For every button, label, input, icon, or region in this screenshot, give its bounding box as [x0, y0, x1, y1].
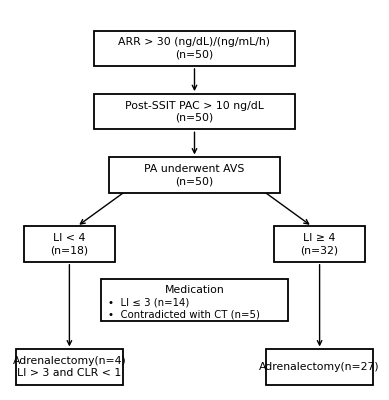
Text: (n=18): (n=18)	[50, 245, 88, 255]
Text: •  LI ≤ 3 (n=14): • LI ≤ 3 (n=14)	[108, 298, 189, 308]
FancyBboxPatch shape	[94, 94, 295, 129]
FancyBboxPatch shape	[16, 349, 123, 385]
Text: LI > 3 and CLR < 1: LI > 3 and CLR < 1	[17, 368, 121, 378]
FancyBboxPatch shape	[24, 226, 115, 262]
Text: Adrenalectomy(n=4): Adrenalectomy(n=4)	[12, 356, 126, 366]
Text: (n=50): (n=50)	[175, 50, 214, 60]
Text: Medication: Medication	[165, 285, 224, 295]
FancyBboxPatch shape	[274, 226, 365, 262]
Text: (n=50): (n=50)	[175, 113, 214, 123]
FancyBboxPatch shape	[266, 349, 373, 385]
Text: LI < 4: LI < 4	[53, 233, 86, 243]
FancyBboxPatch shape	[94, 31, 295, 66]
Text: LI ≥ 4: LI ≥ 4	[303, 233, 336, 243]
Text: ARR > 30 (ng/dL)/(ng/mL/h): ARR > 30 (ng/dL)/(ng/mL/h)	[119, 37, 270, 47]
Text: Adrenalectomy(n=27): Adrenalectomy(n=27)	[259, 362, 380, 372]
Text: (n=32): (n=32)	[301, 245, 339, 255]
Text: PA underwent AVS: PA underwent AVS	[144, 164, 245, 174]
FancyBboxPatch shape	[109, 157, 280, 193]
Text: Post-SSIT PAC > 10 ng/dL: Post-SSIT PAC > 10 ng/dL	[125, 100, 264, 110]
FancyBboxPatch shape	[101, 279, 288, 321]
Text: (n=50): (n=50)	[175, 176, 214, 186]
Text: •  Contradicted with CT (n=5): • Contradicted with CT (n=5)	[108, 310, 260, 320]
